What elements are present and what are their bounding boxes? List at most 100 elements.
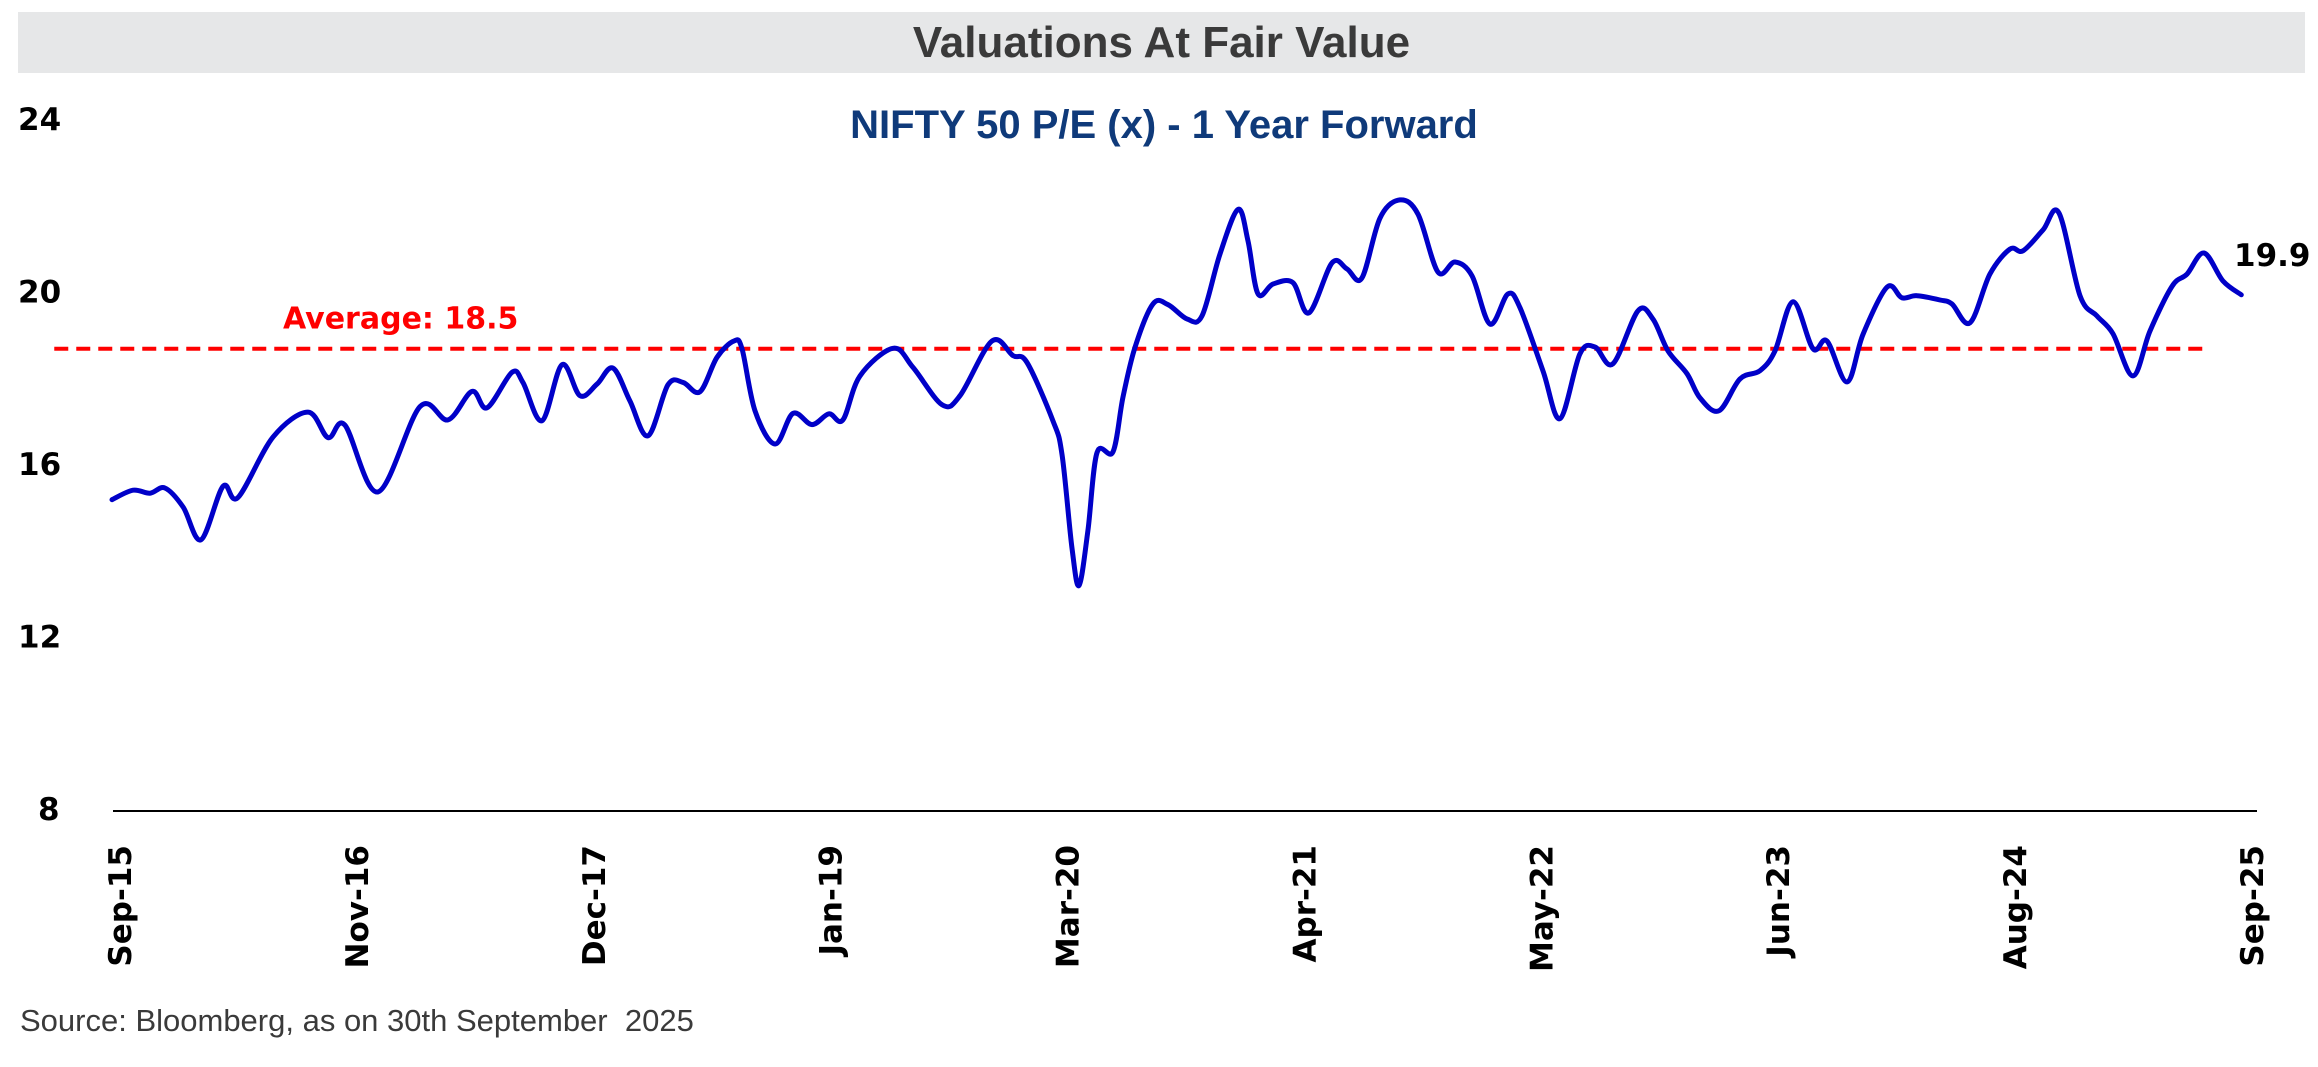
data-point [539,418,544,423]
data-point [1359,275,1364,280]
data-point [791,411,796,416]
data-point [1024,360,1029,365]
data-point [1577,351,1582,356]
data-point [714,355,719,360]
data-point [1737,376,1742,381]
data-point [2094,313,2099,318]
data-point [2020,248,2025,253]
data-point [326,435,331,440]
data-point [1758,368,1763,373]
data-point [1236,207,1241,212]
data-point [1697,395,1702,400]
data-point [1290,280,1295,285]
data-point [665,382,670,387]
data-point [148,491,153,496]
data-point [857,373,862,378]
data-point [1397,197,1402,202]
data-point [1685,371,1690,376]
data-point [485,405,490,410]
data-point [1968,320,1973,325]
data-point [1255,291,1260,296]
data-point [1825,338,1830,343]
data-point [1949,301,1954,306]
data-point [2110,331,2115,336]
data-point [509,370,514,375]
source-note: Source: Bloomberg, as on 30th September … [20,1003,694,1038]
data-point [1666,348,1671,353]
data-point [681,380,686,385]
data-point [181,504,186,509]
data-point [1416,212,1421,217]
data-point [130,488,135,493]
data-point [1810,346,1815,351]
data-point [1246,238,1251,243]
x-tick-label: Sep-25 [2235,845,2271,967]
data-point [1378,216,1383,221]
y-tick-label: 24 [18,102,61,138]
data-point [1133,345,1138,350]
data-point [520,380,525,385]
data-point [958,393,963,398]
data-point [1199,313,1204,318]
data-point [2008,247,2013,252]
data-point [577,393,582,398]
x-tick-label: Jan-19 [814,845,850,958]
data-point [1185,316,1190,321]
x-tick-label: Jun-23 [1761,845,1797,959]
data-point [2148,329,2153,334]
data-point [1085,528,1090,533]
data-point [1518,305,1523,310]
data-point [611,366,616,371]
y-tick-label: 20 [18,275,61,311]
data-point [732,338,737,343]
data-point [1987,272,1992,277]
x-tick-label: Sep-15 [103,845,139,967]
data-point [1059,452,1064,457]
data-point [1791,299,1796,304]
data-point [1010,353,1015,358]
data-point [1635,308,1640,313]
data-point [199,537,204,542]
data-point [2239,292,2244,297]
series-line-nifty-pe [109,197,2244,589]
data-point [646,433,651,438]
data-point [270,435,275,440]
data-point [235,495,240,500]
data-point [826,411,831,416]
data-point [1330,260,1335,265]
data-point [1306,310,1311,315]
x-axis-ticks: Sep-15 Nov-16 Dec-17 Jan-19 Mar-20 Apr-21 May-… [103,845,2271,972]
data-point [418,404,423,409]
x-tick-label: May-22 [1524,845,1560,972]
data-point [1470,273,1475,278]
data-point [1717,408,1722,413]
chart-panel-title: Valuations At Fair Value [912,18,1411,67]
data-point [1845,379,1850,384]
x-tick-label: Dec-17 [577,845,613,966]
data-point [1452,260,1457,265]
data-point [2202,250,2207,255]
data-point [810,422,815,427]
chart-title: NIFTY 50 P/E (x) - 1 Year Forward [850,103,1478,147]
y-axis-ticks: 24 20 16 12 8 [18,102,61,828]
data-point [1120,395,1125,400]
data-point [1271,282,1276,287]
data-point [697,389,702,394]
data-point [891,346,896,351]
data-point [1592,344,1597,349]
data-point [469,389,474,394]
x-tick-label: Aug-24 [1998,845,2034,969]
title-band: Valuations At Fair Value [18,12,2305,73]
x-tick-label: Apr-21 [1288,845,1324,962]
y-tick-label: 8 [38,792,60,828]
data-point [2078,293,2083,298]
data-point [1899,295,1904,300]
data-point [2170,284,2175,289]
data-point [1938,297,1943,302]
data-point [1885,285,1890,290]
data-point [1540,368,1545,373]
data-point [910,365,915,370]
data-point [2056,210,2061,215]
data-point [1110,449,1115,454]
